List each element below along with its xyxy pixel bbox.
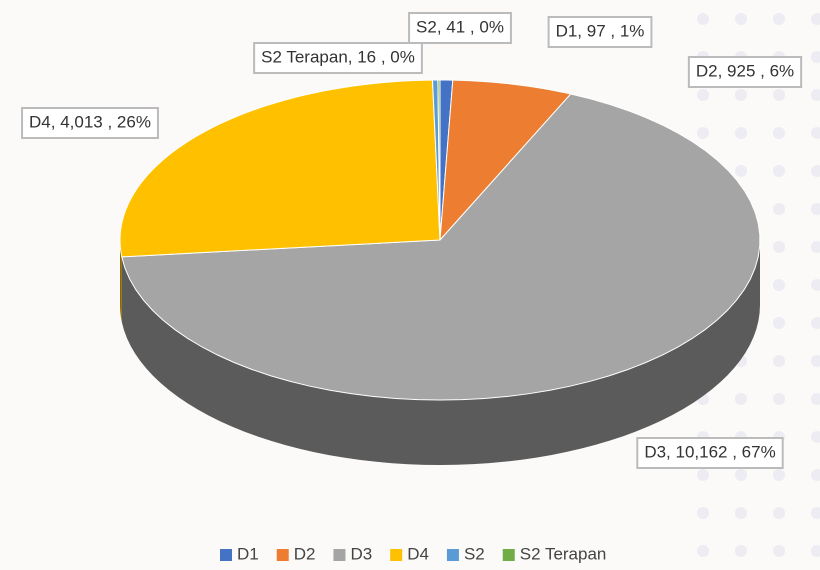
data-label: D2, 925 , 6%	[696, 61, 794, 80]
data-label: S2 Terapan, 16 , 0%	[261, 47, 415, 66]
pie-slice	[119, 79, 441, 258]
legend-swatch	[446, 549, 459, 561]
legend-swatch	[333, 549, 346, 561]
data-label-box	[253, 42, 423, 74]
legend-label: S2 Terapan	[520, 544, 607, 563]
pie-slice	[121, 93, 761, 401]
legend-swatch	[502, 549, 515, 561]
data-label: S2, 41 , 0%	[416, 17, 504, 36]
data-label-box	[408, 12, 512, 44]
legend-swatch	[220, 549, 232, 561]
data-label-box	[547, 16, 653, 48]
data-label: D3, 10,162 , 67%	[644, 442, 775, 461]
data-label-box	[687, 56, 803, 88]
legend-swatch	[390, 549, 403, 561]
legend-label: D1	[237, 544, 259, 563]
data-label: D4, 4,013 , 26%	[29, 112, 151, 131]
data-label-box	[21, 107, 159, 139]
pie-slice	[437, 79, 441, 241]
data-label: D1, 97 , 1%	[556, 21, 645, 40]
legend-label: D4	[407, 544, 429, 563]
legend-label: D2	[294, 544, 316, 563]
legend-swatch	[276, 549, 289, 561]
data-label-box	[636, 437, 784, 469]
legend-label: D3	[350, 544, 372, 563]
pie-slice	[439, 79, 572, 242]
slice-side	[121, 240, 760, 465]
slice-side	[120, 240, 122, 322]
legend-label: S2	[464, 544, 485, 563]
